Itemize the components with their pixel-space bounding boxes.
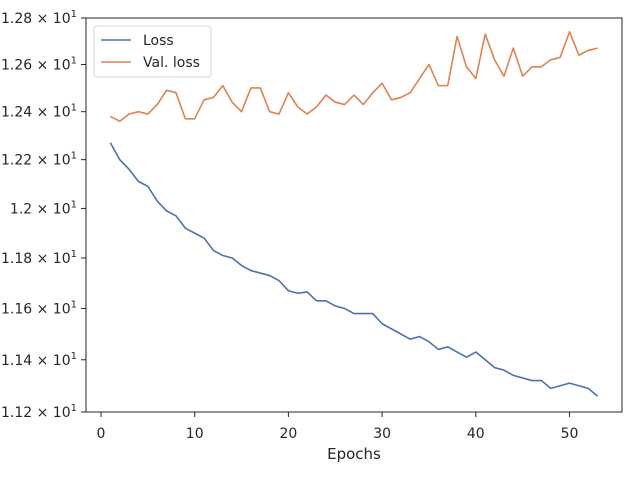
y-tick-label: 1.28 × 101 xyxy=(1,9,77,27)
legend-box xyxy=(93,25,212,78)
y-tick-label: 1.14 × 101 xyxy=(1,351,77,369)
x-axis-ticks: 0 10 20 30 40 50 xyxy=(97,412,579,442)
y-tick-label: 1.22 × 101 xyxy=(1,151,77,169)
x-tick-label: 50 xyxy=(561,426,579,442)
y-tick-label: 1.2 × 101 xyxy=(10,199,77,217)
series-lines xyxy=(109,31,599,397)
y-tick-label: 1.12 × 101 xyxy=(1,403,77,421)
x-tick-label: 20 xyxy=(279,426,297,442)
y-tick-label: 1.26 × 101 xyxy=(1,55,77,73)
x-tick-label: 30 xyxy=(373,426,391,442)
y-tick-label: 1.24 × 101 xyxy=(1,103,77,121)
y-axis-ticks: 1.12 × 101 1.14 × 101 1.16 × 101 1.18 × 101… xyxy=(1,9,86,421)
legend: Loss Val. loss xyxy=(93,25,212,78)
x-tick-label: 0 xyxy=(97,426,106,442)
y-tick-label: 1.16 × 101 xyxy=(1,299,77,317)
val-loss-series-line xyxy=(109,31,598,123)
legend-label-loss: Loss xyxy=(143,33,174,49)
y-tick-label: 1.18 × 101 xyxy=(1,249,77,267)
legend-label-val-loss: Val. loss xyxy=(143,55,200,71)
x-tick-label: 10 xyxy=(186,426,204,442)
loss-series-line xyxy=(109,142,599,397)
x-axis-label: Epochs xyxy=(327,445,381,463)
x-tick-label: 40 xyxy=(467,426,485,442)
